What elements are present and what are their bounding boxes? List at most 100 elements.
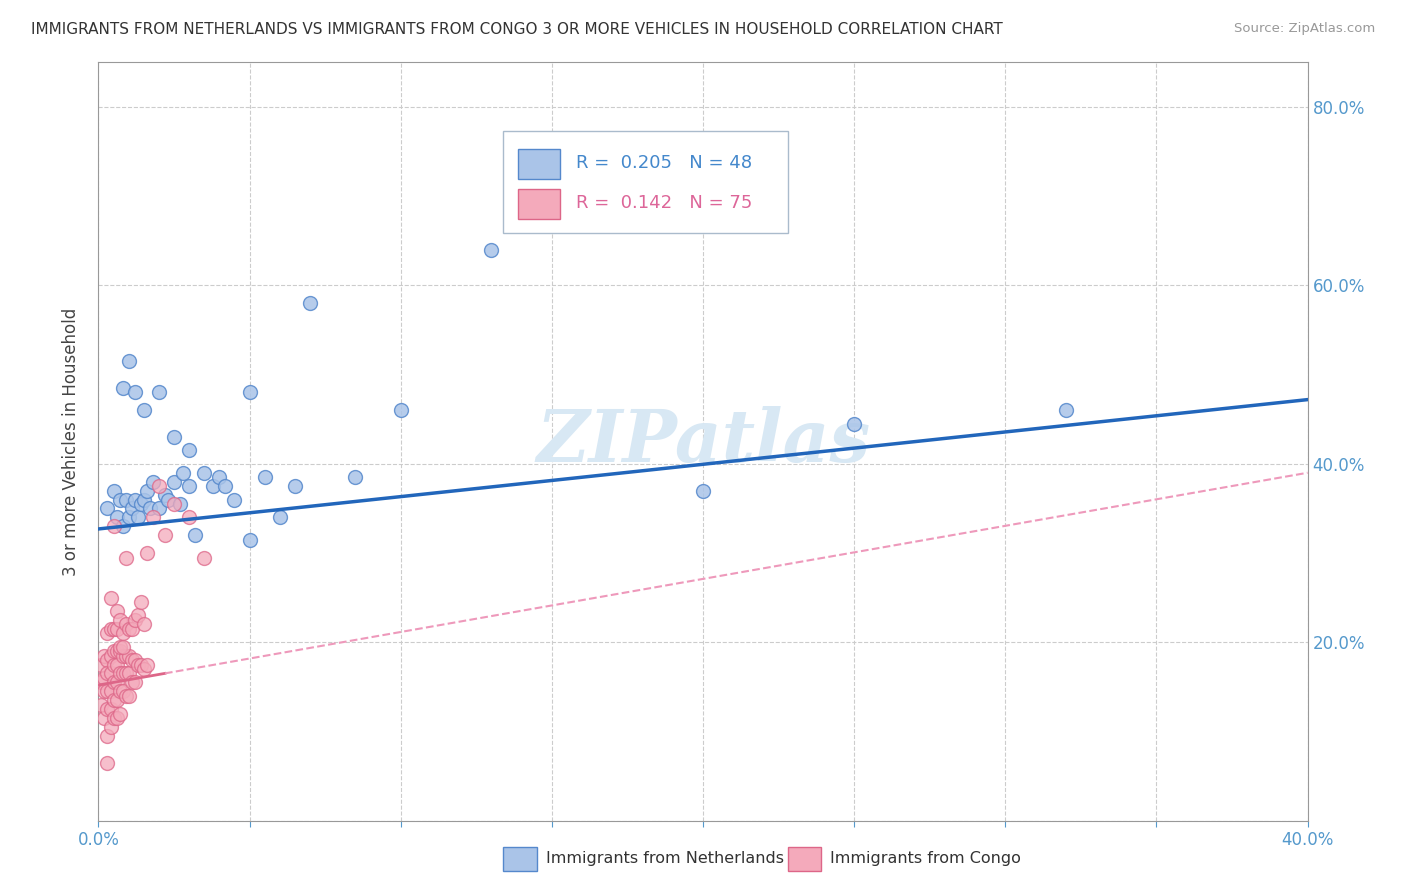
Point <box>90 657 112 672</box>
Point <box>481 243 503 257</box>
Point <box>96 501 118 516</box>
Point <box>103 644 125 658</box>
Point <box>103 657 125 672</box>
Point <box>148 479 170 493</box>
Point <box>132 403 155 417</box>
Point <box>105 644 128 658</box>
Text: Source: ZipAtlas.com: Source: ZipAtlas.com <box>1234 22 1375 36</box>
Point <box>111 626 134 640</box>
Point <box>127 510 149 524</box>
Point <box>114 648 136 663</box>
Point <box>163 497 186 511</box>
Point <box>96 729 118 743</box>
Point <box>692 483 714 498</box>
FancyBboxPatch shape <box>517 189 561 219</box>
Point <box>129 497 152 511</box>
Point <box>299 296 322 310</box>
Point <box>114 617 136 632</box>
Point <box>124 613 146 627</box>
Point <box>108 492 131 507</box>
Point <box>253 470 276 484</box>
Point <box>118 648 141 663</box>
Point <box>100 591 122 605</box>
Point <box>269 510 291 524</box>
Point <box>103 483 125 498</box>
Point <box>214 479 236 493</box>
Point <box>105 657 128 672</box>
Point <box>100 684 122 698</box>
Point <box>105 693 128 707</box>
Point <box>108 666 131 681</box>
Point <box>103 693 125 707</box>
Point <box>108 706 131 721</box>
Point <box>224 492 246 507</box>
Point <box>100 666 122 681</box>
Point <box>129 595 152 609</box>
Point <box>96 666 118 681</box>
Point <box>105 711 128 725</box>
Text: R =  0.142   N = 75: R = 0.142 N = 75 <box>576 194 752 211</box>
Point <box>284 479 307 493</box>
Point <box>142 510 165 524</box>
Point <box>100 702 122 716</box>
Point <box>90 698 112 712</box>
Point <box>148 385 170 400</box>
Point <box>108 640 131 654</box>
Point <box>169 497 191 511</box>
Point <box>108 684 131 698</box>
Point <box>103 711 125 725</box>
Point <box>111 640 134 654</box>
Point <box>389 403 412 417</box>
Point <box>172 466 194 480</box>
Point <box>114 492 136 507</box>
FancyBboxPatch shape <box>517 149 561 179</box>
Point <box>93 711 115 725</box>
Point <box>179 443 201 458</box>
Point <box>121 501 143 516</box>
Text: R =  0.205   N = 48: R = 0.205 N = 48 <box>576 153 752 171</box>
Y-axis label: 3 or more Vehicles in Household: 3 or more Vehicles in Household <box>62 308 80 575</box>
Point <box>193 466 215 480</box>
Point <box>90 675 112 690</box>
Point <box>132 492 155 507</box>
Text: IMMIGRANTS FROM NETHERLANDS VS IMMIGRANTS FROM CONGO 3 OR MORE VEHICLES IN HOUSE: IMMIGRANTS FROM NETHERLANDS VS IMMIGRANT… <box>31 22 1002 37</box>
Point <box>114 550 136 565</box>
Point <box>121 675 143 690</box>
Point <box>156 492 179 507</box>
Point <box>96 626 118 640</box>
Point <box>111 666 134 681</box>
Point <box>540 180 562 194</box>
Point <box>108 644 131 658</box>
Point <box>124 492 146 507</box>
Point <box>103 675 125 690</box>
Point <box>142 475 165 489</box>
Point <box>96 653 118 667</box>
Point <box>105 622 128 636</box>
Point <box>118 689 141 703</box>
Point <box>118 510 141 524</box>
Point <box>118 666 141 681</box>
Point <box>124 675 146 690</box>
Point <box>108 613 131 627</box>
Point <box>114 689 136 703</box>
Point <box>153 528 176 542</box>
Point <box>93 648 115 663</box>
Point <box>127 657 149 672</box>
Point <box>100 720 122 734</box>
Point <box>93 671 115 685</box>
Point <box>344 470 367 484</box>
Point <box>93 684 115 698</box>
Point <box>184 528 207 542</box>
Text: Immigrants from Netherlands: Immigrants from Netherlands <box>546 851 783 866</box>
Point <box>127 608 149 623</box>
Point <box>103 622 125 636</box>
Point <box>105 510 128 524</box>
Point <box>135 483 157 498</box>
Point <box>124 653 146 667</box>
Text: ZIPatlas: ZIPatlas <box>536 406 870 477</box>
Point <box>111 684 134 698</box>
Point <box>121 653 143 667</box>
Point <box>124 385 146 400</box>
Point <box>239 533 262 547</box>
Point <box>148 501 170 516</box>
